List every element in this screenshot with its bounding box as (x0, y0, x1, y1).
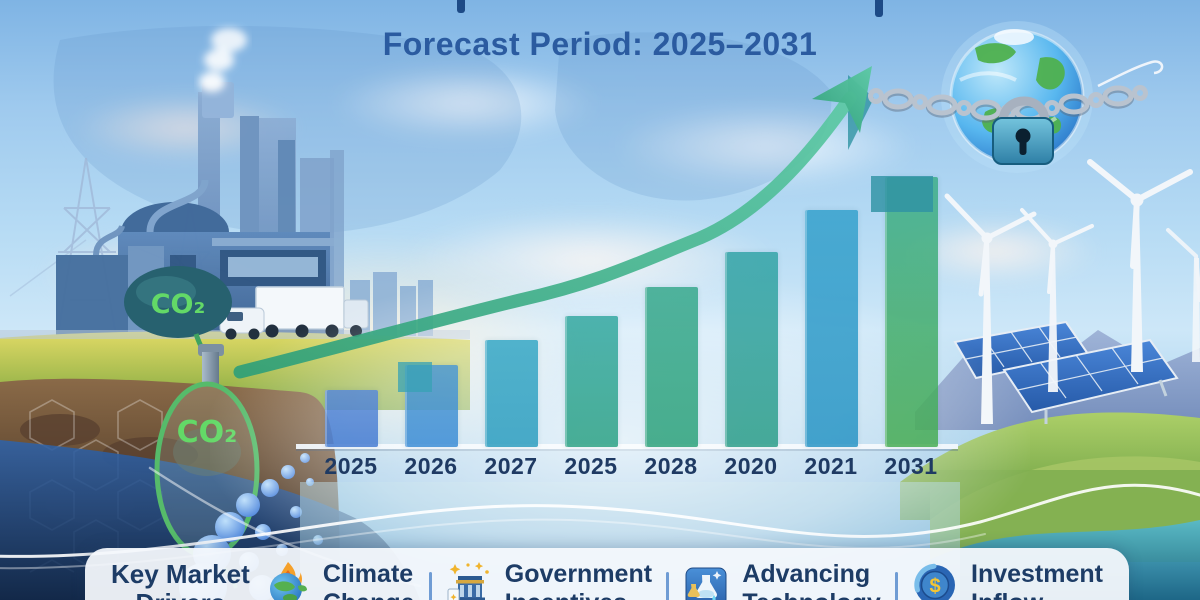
drivers-heading-line2: Drivers (111, 589, 250, 600)
driver-advancing-technology: Advancing Technology (683, 560, 881, 600)
driver-label-line2: Inflow (971, 589, 1103, 600)
padlock-icon (992, 96, 1054, 165)
x-axis-label: 2027 (484, 453, 538, 479)
earth-globe-chained-icon (868, 21, 1164, 173)
key-drivers-panel: Key Market Drivers Climate Change (85, 548, 1129, 600)
driver-label-line1: Climate (322, 560, 414, 588)
x-axis-label: 2026 (404, 453, 458, 479)
divider (894, 572, 898, 600)
divider (428, 572, 432, 600)
bar-4 (564, 316, 618, 447)
climate-change-icon (269, 562, 307, 600)
driver-climate-change: Climate Change (264, 560, 415, 600)
x-axis-label: 2025 (564, 453, 618, 479)
driver-label-line2: Incentives (505, 589, 652, 600)
cropped-title-glyph (457, 0, 465, 13)
driver-label-line2: Change (323, 589, 415, 600)
x-axis-label: 2031 (884, 453, 938, 479)
divider (666, 572, 670, 600)
deco-shapes (398, 75, 933, 392)
bar-3 (484, 340, 538, 447)
driver-label: Advancing Technology (742, 560, 880, 600)
cropped-title-glyph (875, 0, 883, 17)
investment-icon: $ (914, 563, 955, 600)
bar-5 (644, 287, 698, 447)
wire-hook (1097, 60, 1164, 88)
government-incentives-icon (447, 562, 489, 600)
x-axis-label: 2020 (724, 453, 778, 479)
cloud (610, 104, 920, 188)
driver-label-line1: Advancing (742, 560, 871, 588)
driver-investment: $ Investment Inflow (912, 560, 1103, 600)
smoke-icon (199, 28, 247, 92)
driver-label-line1: Investment (971, 560, 1103, 588)
driver-label: Investment Inflow (971, 560, 1103, 600)
advancing-technology-icon (685, 567, 727, 600)
dollar-glyph: $ (929, 576, 940, 598)
driver-label: Climate Change (323, 560, 415, 600)
bar-1 (324, 390, 378, 447)
driver-government-incentives: Government Incentives (446, 560, 652, 600)
driver-label-line2: Technology (742, 589, 880, 600)
x-axis-label: 2021 (804, 453, 858, 479)
driver-label: Government Incentives (505, 560, 652, 600)
bar-7 (804, 210, 858, 447)
drivers-heading-line1: Key Market (111, 559, 250, 589)
co2-label-tank: CO₂ (151, 289, 206, 320)
drivers-heading: Key Market Drivers (111, 560, 250, 600)
forecast-period-subtitle: Forecast Period: 2025–2031 (382, 26, 818, 62)
bar-8 (884, 177, 938, 447)
cloud (330, 66, 600, 140)
continents (975, 29, 1065, 134)
x-axis-label: 2028 (644, 453, 698, 479)
growth-arrow-icon (233, 66, 872, 379)
driver-label-line1: Government (504, 560, 653, 588)
bar-6 (724, 252, 778, 447)
x-axis-label: 2025 (324, 453, 378, 479)
